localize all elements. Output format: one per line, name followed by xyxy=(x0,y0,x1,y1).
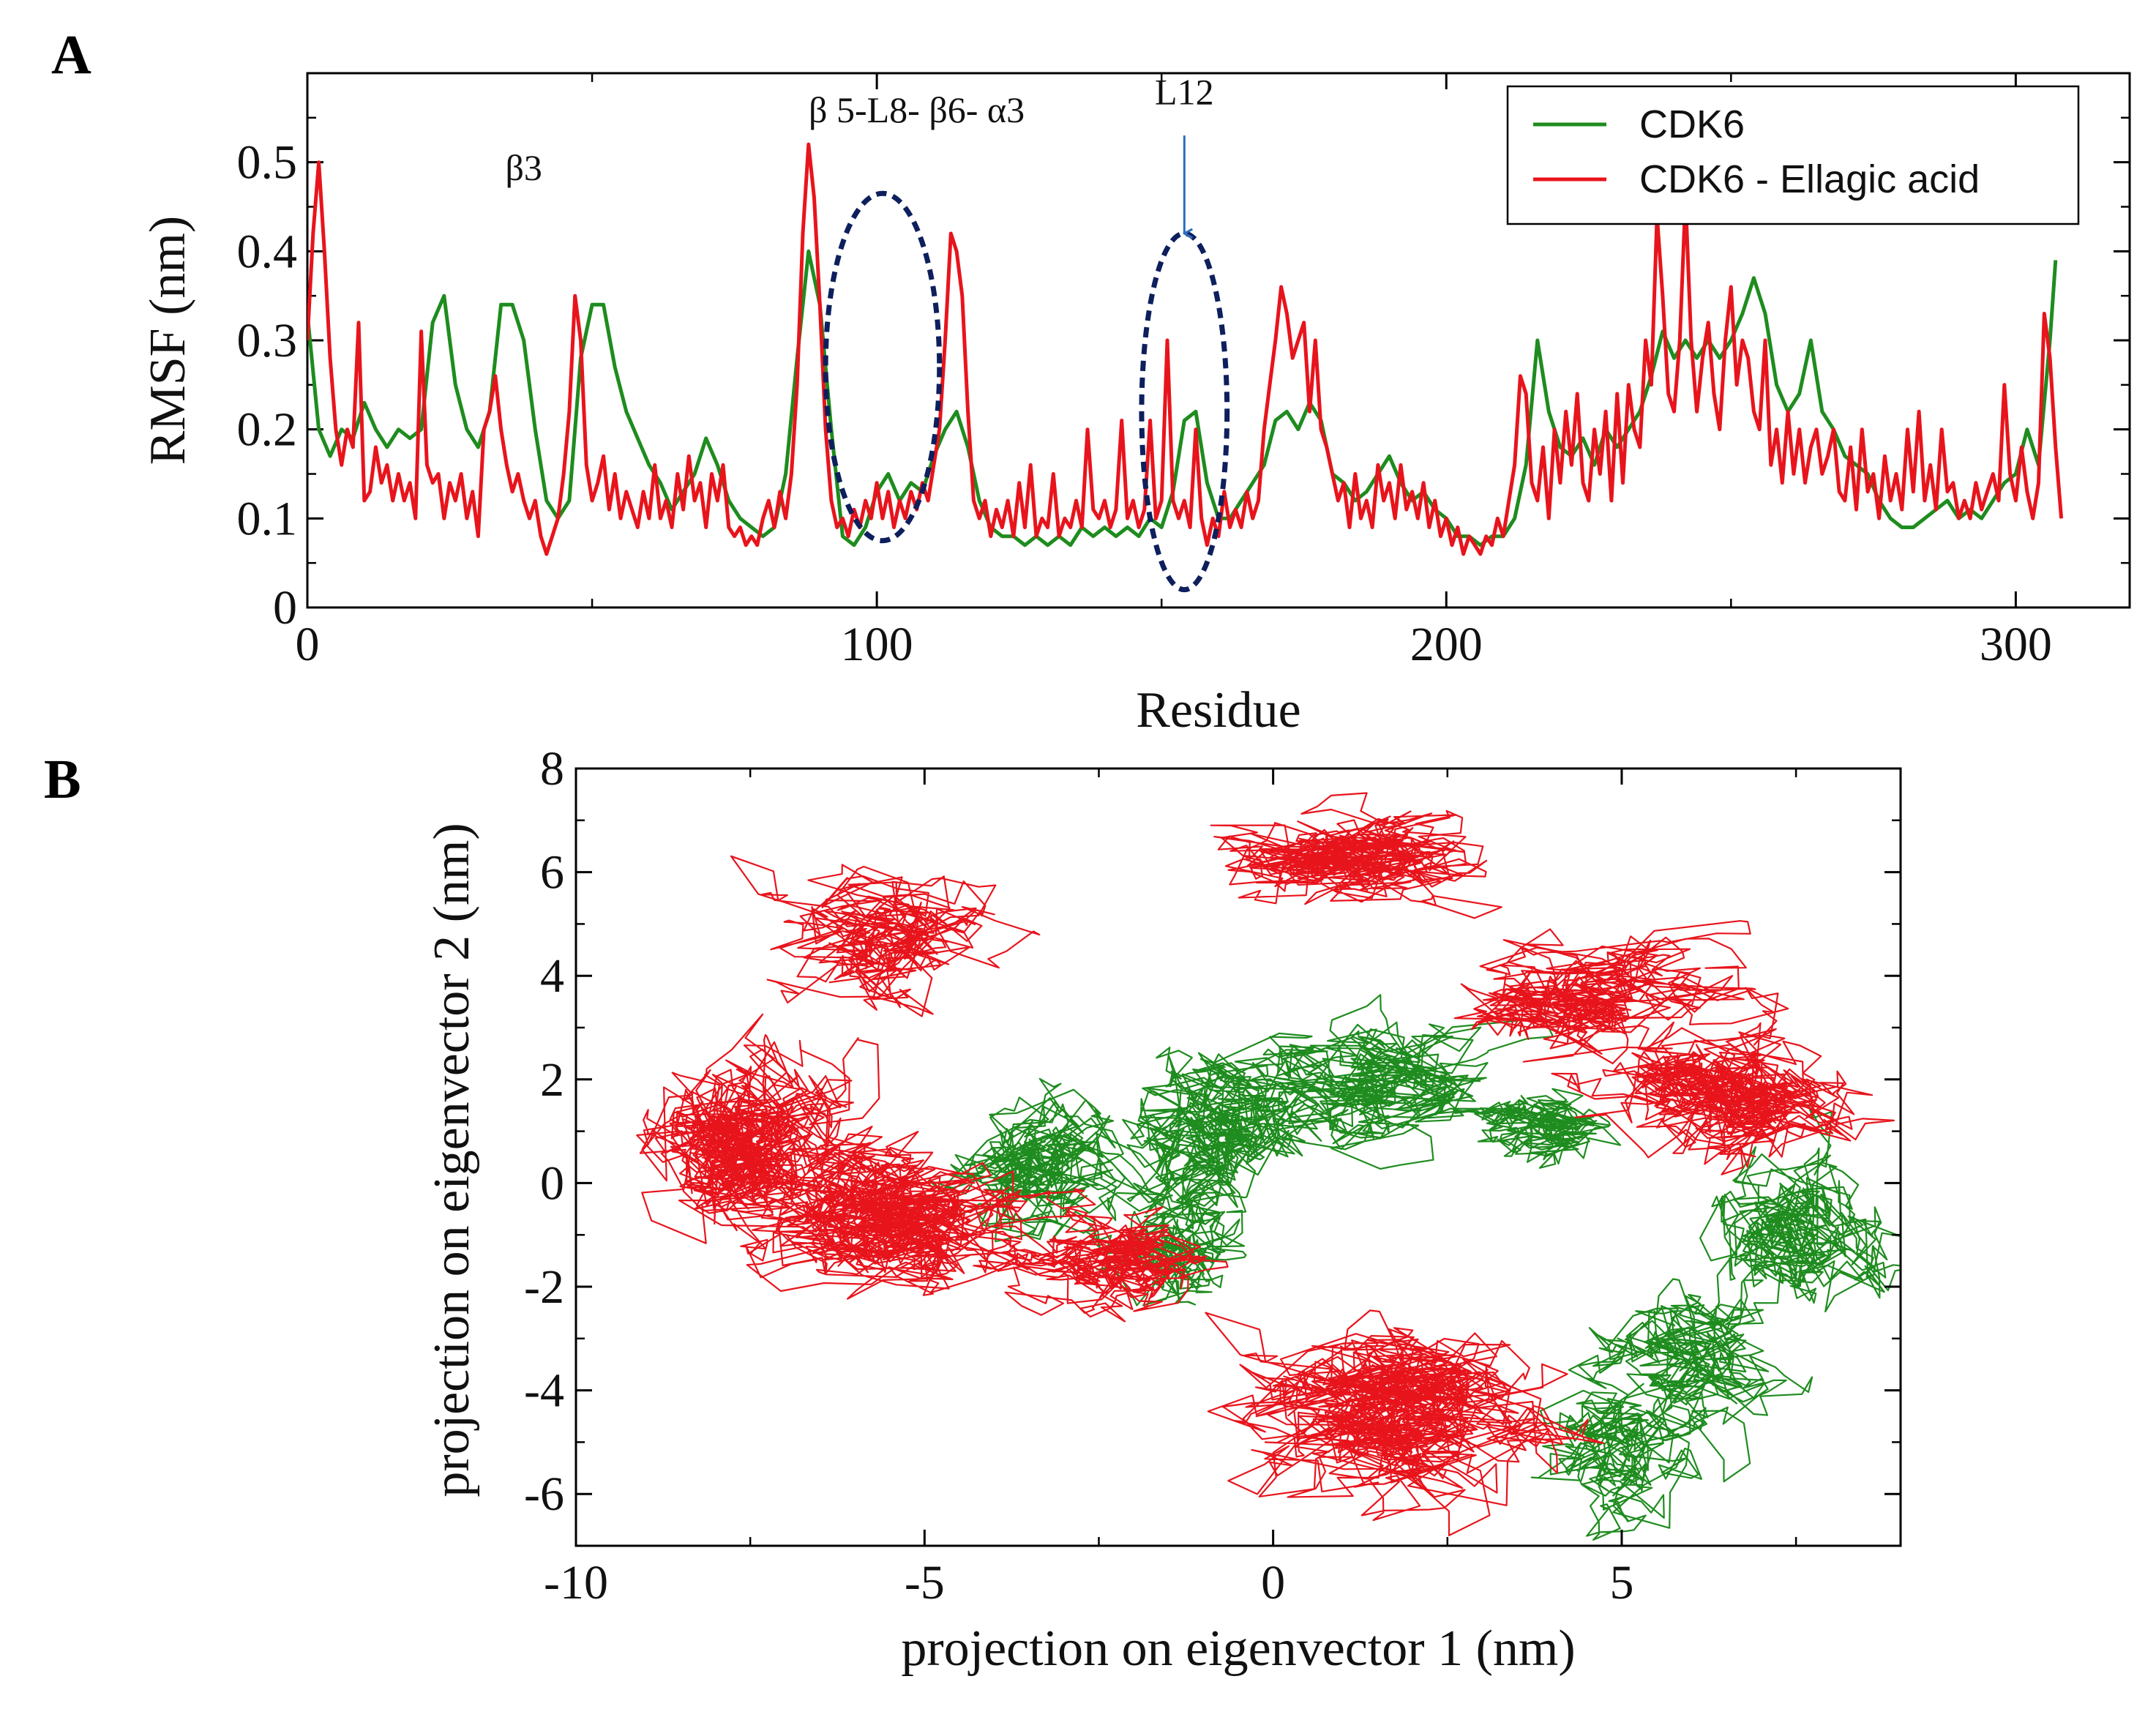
pca-y-tick-label: 6 xyxy=(540,846,564,900)
pca-plot-frame xyxy=(574,767,1902,1547)
rmsf-y-tick-label: 0 xyxy=(273,581,297,635)
pca-x-axis-label: projection on eigenvector 1 (nm) xyxy=(901,1620,1575,1677)
rmsf-x-tick-label: 100 xyxy=(841,618,913,671)
legend-label-cdk6: CDK6 xyxy=(1639,102,1745,146)
pca-y-tick-label: 8 xyxy=(540,742,564,796)
rmsf-x-tick-label: 200 xyxy=(1410,618,1483,671)
pca-y-tick-label: -6 xyxy=(524,1467,564,1521)
rmsf-annotation-5-l8-6-3: β 5-L8- β6- α3 xyxy=(809,89,1025,130)
pca-y-axis-label: projection on eigenvector 2 (nm) xyxy=(424,823,480,1497)
rmsf-line-cdk6 xyxy=(307,249,2058,547)
pca-y-tick-label: 4 xyxy=(540,949,564,1003)
rmsf-y-tick-label: 0.2 xyxy=(237,403,298,457)
rmsf-x-tick-label: 300 xyxy=(1980,618,2052,671)
pca-trajectory-cdk6 xyxy=(928,994,1901,1541)
pca-y-tick-label: 0 xyxy=(540,1156,564,1210)
pca-trajectories xyxy=(636,792,1901,1541)
panel-letter-b: B xyxy=(44,749,81,810)
pca-x-tick-label: 5 xyxy=(1609,1556,1633,1609)
pca-ticks xyxy=(574,767,1901,1546)
legend-label-cdk6-ellagic-acid: CDK6 - Ellagic acid xyxy=(1639,157,1980,201)
rmsf-chart: 0 100 200 300 0 0.1 0.2 0.3 0.4 0.5 β3 β 5-L8- β6-… xyxy=(140,72,2131,738)
rmsf-series xyxy=(307,142,2064,556)
legend-box xyxy=(1506,85,2080,225)
rmsf-y-tick-label: 0.4 xyxy=(237,225,298,278)
pca-tick-labels: -10 -5 0 5 -6 -4 -2 0 2 4 6 8 xyxy=(524,742,1633,1609)
pca-x-tick-label: -5 xyxy=(905,1556,945,1609)
pca-y-tick-label: -2 xyxy=(524,1260,564,1314)
rmsf-annotation-3: β3 xyxy=(505,147,542,188)
rmsf-x-tick-label: 0 xyxy=(296,618,320,671)
pca-trajectory-cdk6-ellagic-acid xyxy=(636,792,1895,1536)
rmsf-annotation-l12: L12 xyxy=(1155,72,1214,113)
pca-y-tick-label: 2 xyxy=(540,1053,564,1107)
panel-letter-a: A xyxy=(51,24,91,86)
pca-x-tick-label: 0 xyxy=(1261,1556,1285,1609)
pca-x-tick-label: -10 xyxy=(544,1556,608,1609)
pca-chart: -10 -5 0 5 -6 -4 -2 0 2 4 6 8 projection on eigenve… xyxy=(424,742,1902,1677)
rmsf-y-axis-label: RMSF (nm) xyxy=(140,216,196,465)
pca-y-tick-label: -4 xyxy=(524,1364,564,1418)
rmsf-ticks xyxy=(306,73,2130,609)
rmsf-legend: CDK6 CDK6 - Ellagic acid xyxy=(1506,85,2080,225)
rmsf-line-cdk6-ellagic-acid xyxy=(307,142,2064,556)
rmsf-y-tick-label: 0.3 xyxy=(237,314,298,367)
highlight-ellipse-2 xyxy=(1139,231,1230,593)
rmsf-tick-labels: 0 100 200 300 0 0.1 0.2 0.3 0.4 0.5 xyxy=(237,136,2052,671)
rmsf-y-tick-label: 0.5 xyxy=(237,136,298,190)
rmsf-x-axis-label: Residue xyxy=(1136,682,1301,738)
highlight-ellipse-1 xyxy=(823,190,943,544)
rmsf-annotations: β3 β 5-L8- β6- α3 L12 xyxy=(505,72,1230,593)
rmsf-y-tick-label: 0.1 xyxy=(237,492,298,545)
